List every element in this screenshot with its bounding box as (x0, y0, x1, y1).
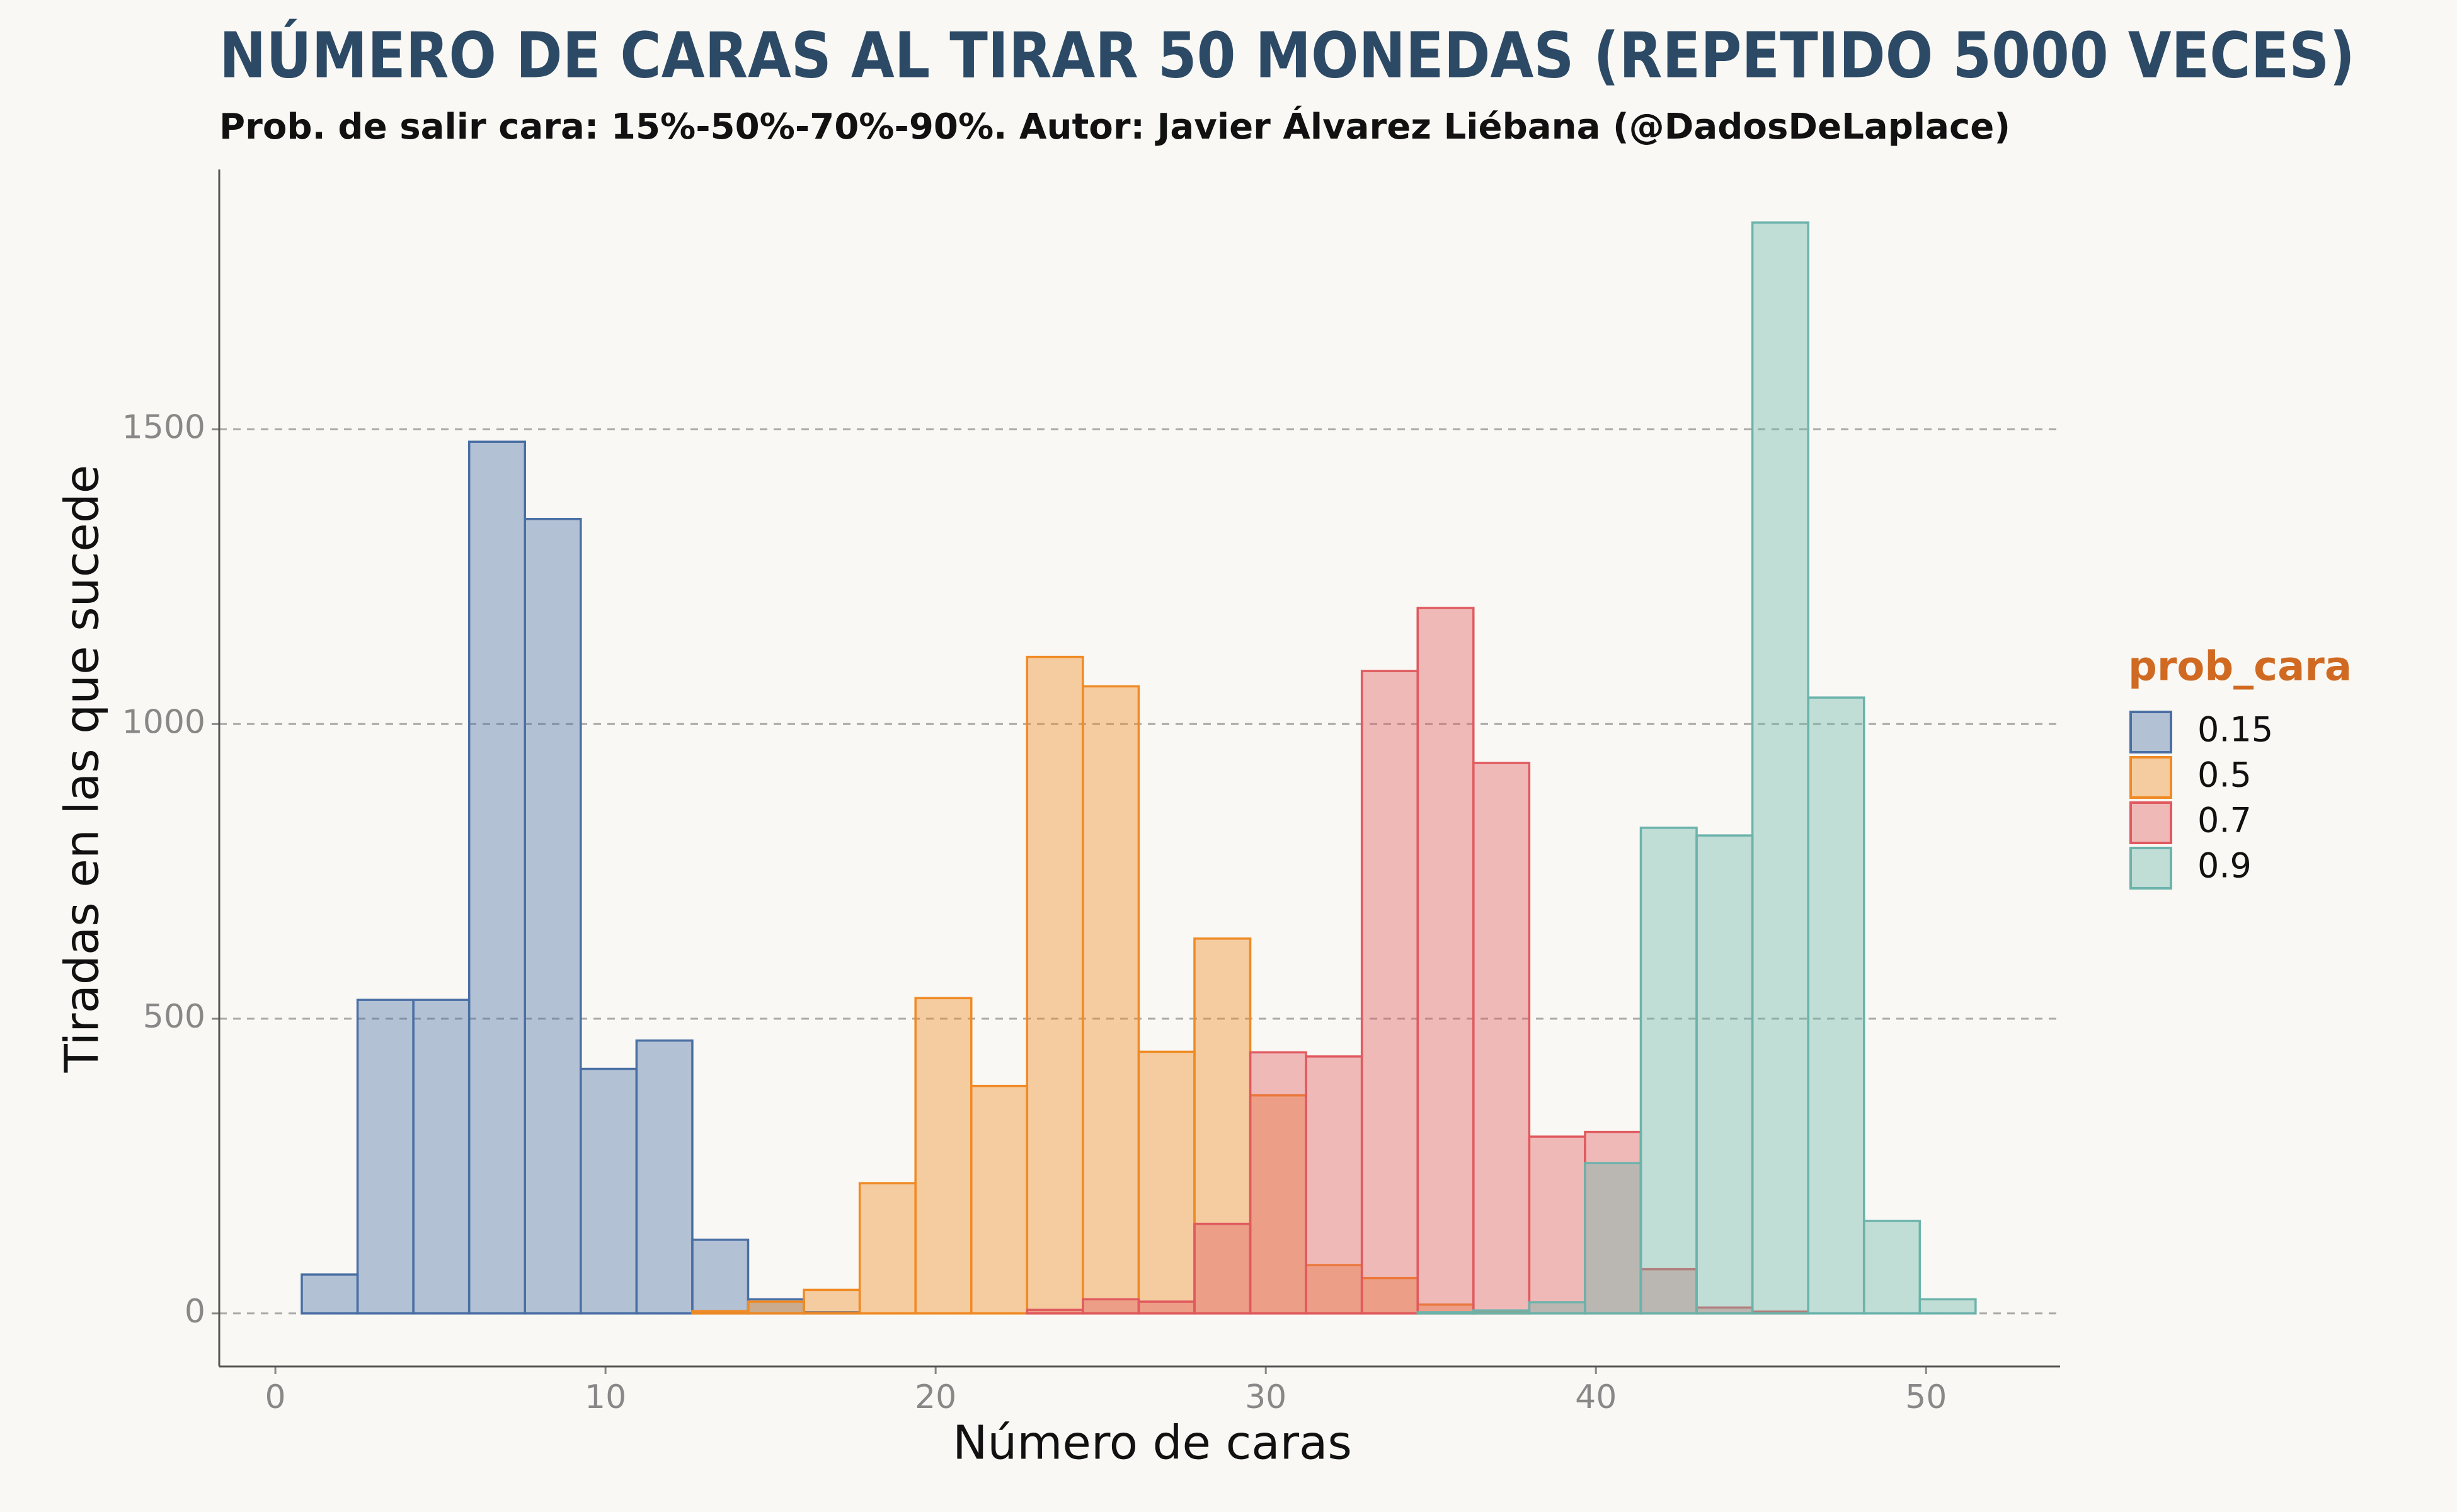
histogram-bar (1416, 607, 1475, 1315)
histogram-bar (1472, 762, 1531, 1315)
histogram-bar (1472, 1309, 1531, 1315)
histogram-bar (356, 999, 415, 1315)
histogram-bar (1807, 696, 1865, 1315)
histogram-bar (1528, 1301, 1586, 1315)
legend-key (2129, 847, 2172, 890)
histogram-bar (1584, 1162, 1642, 1315)
legend-key (2129, 801, 2172, 844)
histogram-bar (747, 1300, 805, 1315)
histogram-bar (580, 1067, 638, 1315)
histogram-bar (691, 1310, 750, 1315)
histogram-bar (1360, 670, 1419, 1315)
legend-label: 0.15 (2197, 710, 2273, 750)
histogram-bar (970, 1084, 1029, 1315)
histogram-bar (1639, 1268, 1698, 1315)
chart-title: NÚMERO DE CARAS AL TIRAR 50 MONEDAS (REP… (219, 18, 2355, 92)
histogram-bar (1918, 1298, 1977, 1315)
histogram-bar (1862, 1220, 1922, 1315)
x-tick-label: 20 (915, 1378, 956, 1416)
histogram-bar (858, 1182, 917, 1315)
x-tick-label: 0 (265, 1378, 286, 1416)
histogram-bar (1026, 655, 1084, 1315)
histogram-bar (1137, 1300, 1196, 1315)
x-tick-label: 50 (1905, 1378, 1947, 1416)
histogram-bar (467, 440, 527, 1315)
y-tick-label: 1500 (122, 409, 205, 447)
histogram-bar (1249, 1051, 1307, 1315)
x-tick-label: 40 (1575, 1378, 1617, 1416)
chart-subtitle: Prob. de salir cara: 15%-50%-70%-90%. Au… (219, 106, 2010, 147)
x-tick-label: 10 (585, 1378, 626, 1416)
y-tick-label: 500 (143, 998, 205, 1036)
histogram-bar (635, 1039, 694, 1315)
y-axis-label: Tiradas en las que sucede (55, 465, 110, 1074)
histogram-bar (1137, 1050, 1196, 1315)
legend-label: 0.7 (2197, 801, 2252, 840)
histogram-bar (1528, 1135, 1586, 1315)
legend-key (2129, 756, 2172, 799)
histogram-bar (1082, 1298, 1140, 1315)
histogram-bar (524, 518, 582, 1315)
y-tick-label: 0 (185, 1293, 205, 1331)
histogram-bar (691, 1239, 750, 1315)
histogram-bar (1026, 1309, 1084, 1315)
histogram-bar (1416, 1311, 1475, 1315)
histogram-bar (1082, 685, 1140, 1315)
histogram-bar (301, 1273, 359, 1315)
histogram-bar (914, 997, 973, 1315)
histogram-bar (803, 1288, 861, 1315)
histogram-bar (1695, 834, 1754, 1315)
x-axis-label: Número de caras (953, 1416, 1352, 1470)
legend-title: prob_cara (2128, 644, 2352, 690)
legend-key (2129, 711, 2172, 753)
legend-label: 0.9 (2197, 846, 2252, 886)
histogram-bar (1193, 1222, 1252, 1315)
histogram-bar (1639, 827, 1698, 1315)
histogram-bar (1751, 221, 1809, 1315)
y-tick-label: 1000 (122, 703, 205, 741)
legend-label: 0.5 (2197, 755, 2252, 795)
histogram-bar (1305, 1055, 1363, 1315)
x-tick-label: 30 (1245, 1378, 1286, 1416)
histogram-bar (412, 999, 471, 1315)
